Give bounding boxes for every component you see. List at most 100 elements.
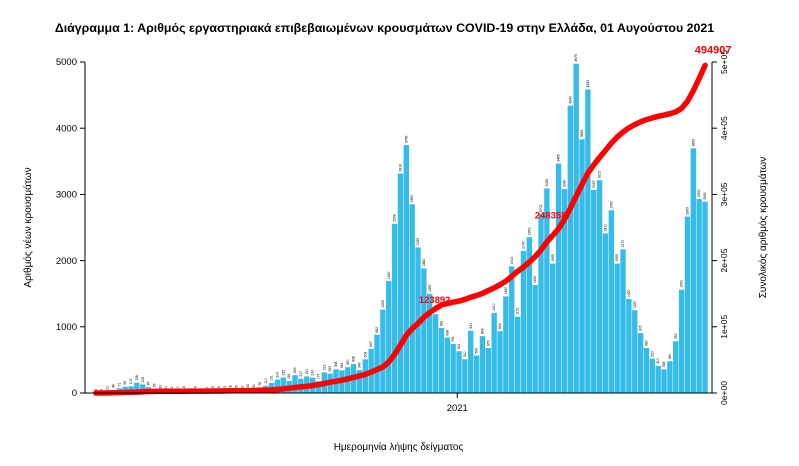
bar — [591, 189, 597, 393]
bar-value-label: 14 — [217, 386, 221, 390]
bar-value-label: 102 — [129, 378, 133, 384]
bar-value-label: 566 — [475, 348, 479, 354]
cumulative-annotation: 248358 — [535, 211, 567, 222]
bar-value-label: 1913 — [510, 257, 514, 265]
bar-value-label: 667 — [369, 341, 373, 347]
bar-value-label: 10 — [176, 386, 180, 390]
bar-value-label: 3215 — [598, 171, 602, 179]
bar-value-label: 87 — [147, 381, 151, 385]
bar — [503, 296, 509, 393]
bar-value-label: 1460 — [504, 287, 508, 295]
bar — [403, 145, 409, 393]
bar-value-label: 4340 — [568, 96, 572, 104]
bar-value-label: 1955 — [551, 254, 555, 262]
bar-value-label: 3695 — [691, 139, 695, 147]
chart-title: Διάγραμμα 1: Αριθμός εργαστηριακά επιβεβ… — [54, 21, 715, 35]
bar-value-label: 203 — [276, 372, 280, 378]
bar-value-label: 156 — [135, 375, 139, 381]
bar-value-label: 882 — [375, 327, 379, 333]
bar-value-label: 741 — [451, 336, 455, 342]
bar-value-label: 33 — [158, 385, 162, 389]
bar — [391, 223, 398, 393]
bar — [438, 328, 445, 393]
bar — [538, 214, 544, 393]
bar-value-label: 1497 — [428, 284, 432, 292]
bar — [544, 188, 550, 393]
bar-value-label: 1420 — [627, 289, 631, 297]
left-axis-tick-label: 2000 — [56, 256, 77, 267]
bar — [667, 361, 673, 393]
bar-value-label: 235 — [281, 370, 285, 376]
bar — [626, 299, 632, 393]
bar — [468, 330, 474, 393]
bar — [620, 249, 626, 393]
bar-value-label: 312 — [322, 365, 326, 371]
bar-value-label: 679 — [486, 340, 490, 346]
bar-value-label: 46 — [112, 384, 116, 388]
bar-value-label: 1882 — [422, 259, 426, 267]
bar — [526, 237, 532, 393]
bar — [140, 384, 146, 393]
bar — [292, 375, 298, 393]
bar-value-label: 934 — [498, 323, 502, 329]
bar — [690, 148, 696, 393]
bar-value-label: 2556 — [393, 214, 397, 222]
bar-value-label: 95 — [123, 381, 127, 385]
bar — [649, 358, 655, 393]
bar-value-label: 905 — [639, 325, 643, 331]
bar — [684, 216, 691, 393]
y-axis-label-left: Αριθμός νέων κρουσμάτων — [22, 167, 34, 287]
bar — [444, 337, 450, 393]
bar — [585, 89, 591, 393]
bar — [134, 382, 140, 393]
bar — [532, 285, 538, 393]
bar-value-label: 981 — [440, 320, 444, 326]
bar-value-label: 438 — [352, 356, 356, 362]
bar-value-label: 16 — [182, 386, 186, 390]
bar — [696, 199, 702, 393]
bar-value-label: 2702 — [539, 204, 543, 212]
left-axis-tick-label: 4000 — [56, 123, 77, 134]
bar-value-label: 1690 — [387, 271, 391, 279]
bar-value-label: 1630 — [533, 275, 537, 283]
bar — [427, 293, 433, 393]
right-axis-tick-label: 5e+05 — [719, 50, 729, 74]
bar — [509, 266, 515, 393]
bar-value-label: 1955 — [615, 254, 619, 262]
bar — [462, 359, 468, 393]
left-axis-tick-label: 5000 — [56, 57, 77, 68]
bar — [356, 370, 363, 393]
bar-value-label: 78 — [258, 382, 262, 386]
bar-value-label: 43 — [252, 384, 256, 388]
bar-value-label: 631 — [457, 343, 461, 349]
bar — [702, 201, 708, 393]
bar — [450, 343, 456, 393]
bar — [614, 263, 620, 393]
bar — [479, 336, 486, 393]
bar-value-label: 4585 — [586, 80, 590, 88]
bar — [485, 348, 491, 393]
bar-value-label: 4975 — [574, 54, 578, 62]
bar — [386, 281, 392, 393]
bar-value-label: 3067 — [592, 180, 596, 188]
bar — [497, 331, 503, 393]
y-axis-label-right: Συνολικός αριθμός κρουσμάτων — [757, 157, 769, 299]
x-axis-tick-label: 2021 — [447, 403, 468, 414]
bar-value-label: 3089 — [545, 179, 549, 187]
bar-value-label: 28 — [229, 385, 233, 389]
bar-value-label: 151 — [270, 375, 274, 381]
bar — [432, 314, 439, 393]
bar-value-label: 7 — [100, 389, 104, 391]
bar-value-label: 251 — [305, 369, 309, 375]
bar-value-label: 838 — [445, 330, 449, 336]
bar-value-label: 56 — [153, 383, 157, 387]
bar-value-label: 1259 — [381, 300, 385, 308]
bar-value-label: 269 — [293, 367, 297, 373]
bar — [280, 377, 286, 393]
bar-value-label: 3465 — [557, 154, 561, 162]
bar — [555, 163, 562, 393]
bar-value-label: 2411 — [604, 224, 608, 231]
bar — [491, 312, 497, 393]
bar-value-label: 2199 — [416, 238, 420, 246]
